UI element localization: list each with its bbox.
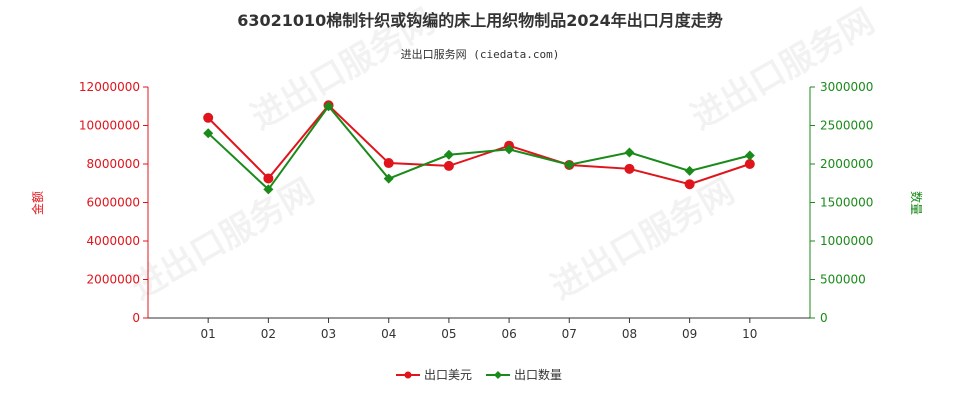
y-axis-right-label: 数量 xyxy=(909,191,924,215)
data-point-quantity[interactable] xyxy=(564,159,575,170)
data-point-quantity[interactable] xyxy=(323,101,334,112)
series-line-usd xyxy=(207,103,751,186)
y-right-tick-label: 0 xyxy=(820,311,828,325)
x-tick-label: 03 xyxy=(321,327,336,341)
data-point-quantity[interactable] xyxy=(684,165,695,176)
data-point-usd[interactable] xyxy=(263,173,274,184)
x-tick-label: 02 xyxy=(261,327,276,341)
watermark-text: 进出口服务网 xyxy=(125,171,322,308)
data-point-usd[interactable] xyxy=(744,159,755,169)
series-layer xyxy=(203,100,755,195)
y-left-tick-label: 12000000 xyxy=(79,80,140,94)
left-axis-ticks: 0 2000000 4000000 6000000 8000000 10000000 120… xyxy=(79,80,148,325)
legend-marker-quantity xyxy=(494,371,502,379)
data-point-usd[interactable] xyxy=(383,158,394,169)
x-tick-label: 10 xyxy=(742,327,757,341)
y-axis-left-label: 金额 xyxy=(30,191,45,215)
right-axis-ticks: 0 500000 1000000 1500000 2000000 2500000 30000… xyxy=(810,80,873,325)
x-tick-label: 08 xyxy=(622,327,637,341)
legend-label-quantity: 出口数量 xyxy=(514,367,562,382)
y-right-tick-label: 1000000 xyxy=(820,234,873,248)
x-tick-label: 09 xyxy=(682,327,697,341)
y-right-tick-label: 3000000 xyxy=(820,80,873,94)
y-left-tick-label: 10000000 xyxy=(79,119,140,133)
watermark-text: 进出口服务网 xyxy=(545,171,742,308)
y-left-tick-label: 8000000 xyxy=(87,157,140,171)
y-left-tick-label: 0 xyxy=(132,311,140,325)
x-tick-label: 04 xyxy=(381,327,396,341)
data-point-quantity[interactable] xyxy=(383,173,394,184)
y-right-tick-label: 1500000 xyxy=(820,196,873,210)
x-tick-label: 07 xyxy=(562,327,577,341)
y-left-tick-label: 6000000 xyxy=(87,196,140,210)
data-point-usd[interactable] xyxy=(684,179,695,190)
data-point-quantity[interactable] xyxy=(443,149,454,160)
x-axis-ticks: 01 02 03 04 05 06 07 08 09 10 xyxy=(201,318,757,341)
legend-label-usd: 出口美元 xyxy=(424,368,472,382)
chart-title: 63021010棉制针织或钩编的床上用织物制品2024年出口月度走势 xyxy=(237,11,723,30)
legend: 出口美元 出口数量 xyxy=(396,367,562,382)
y-right-tick-label: 2000000 xyxy=(820,157,873,171)
legend-marker-usd xyxy=(404,371,412,379)
y-right-tick-label: 500000 xyxy=(820,273,866,287)
data-point-quantity[interactable] xyxy=(263,184,274,195)
data-point-usd[interactable] xyxy=(203,112,214,123)
chart-subtitle: 进出口服务网 (ciedata.com) xyxy=(401,47,560,61)
y-left-tick-label: 2000000 xyxy=(87,273,140,287)
data-point-usd[interactable] xyxy=(624,163,635,174)
y-left-tick-label: 4000000 xyxy=(87,234,140,248)
x-tick-label: 06 xyxy=(501,327,516,341)
series-line-quantity xyxy=(207,104,751,191)
data-point-usd[interactable] xyxy=(443,160,454,171)
data-point-quantity[interactable] xyxy=(744,150,755,161)
series-quantity xyxy=(203,101,755,195)
x-tick-label: 01 xyxy=(201,327,216,341)
data-point-quantity[interactable] xyxy=(504,144,515,155)
data-point-quantity[interactable] xyxy=(624,147,635,158)
legend-item-usd[interactable]: 出口美元 xyxy=(396,368,472,382)
x-tick-label: 05 xyxy=(441,327,456,341)
data-point-quantity[interactable] xyxy=(203,128,214,139)
y-right-tick-label: 2500000 xyxy=(820,119,873,133)
legend-item-quantity[interactable]: 出口数量 xyxy=(486,367,562,382)
